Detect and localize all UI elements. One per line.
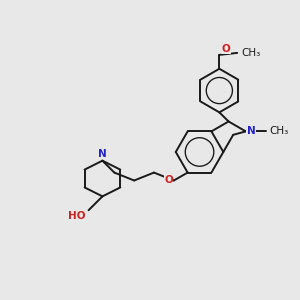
Text: CH₃: CH₃ bbox=[241, 48, 260, 58]
Text: O: O bbox=[221, 44, 230, 54]
Text: CH₃: CH₃ bbox=[269, 126, 289, 136]
Text: N: N bbox=[247, 126, 256, 136]
Text: O: O bbox=[164, 176, 173, 185]
Text: HO: HO bbox=[68, 211, 86, 221]
Text: N: N bbox=[98, 149, 107, 159]
